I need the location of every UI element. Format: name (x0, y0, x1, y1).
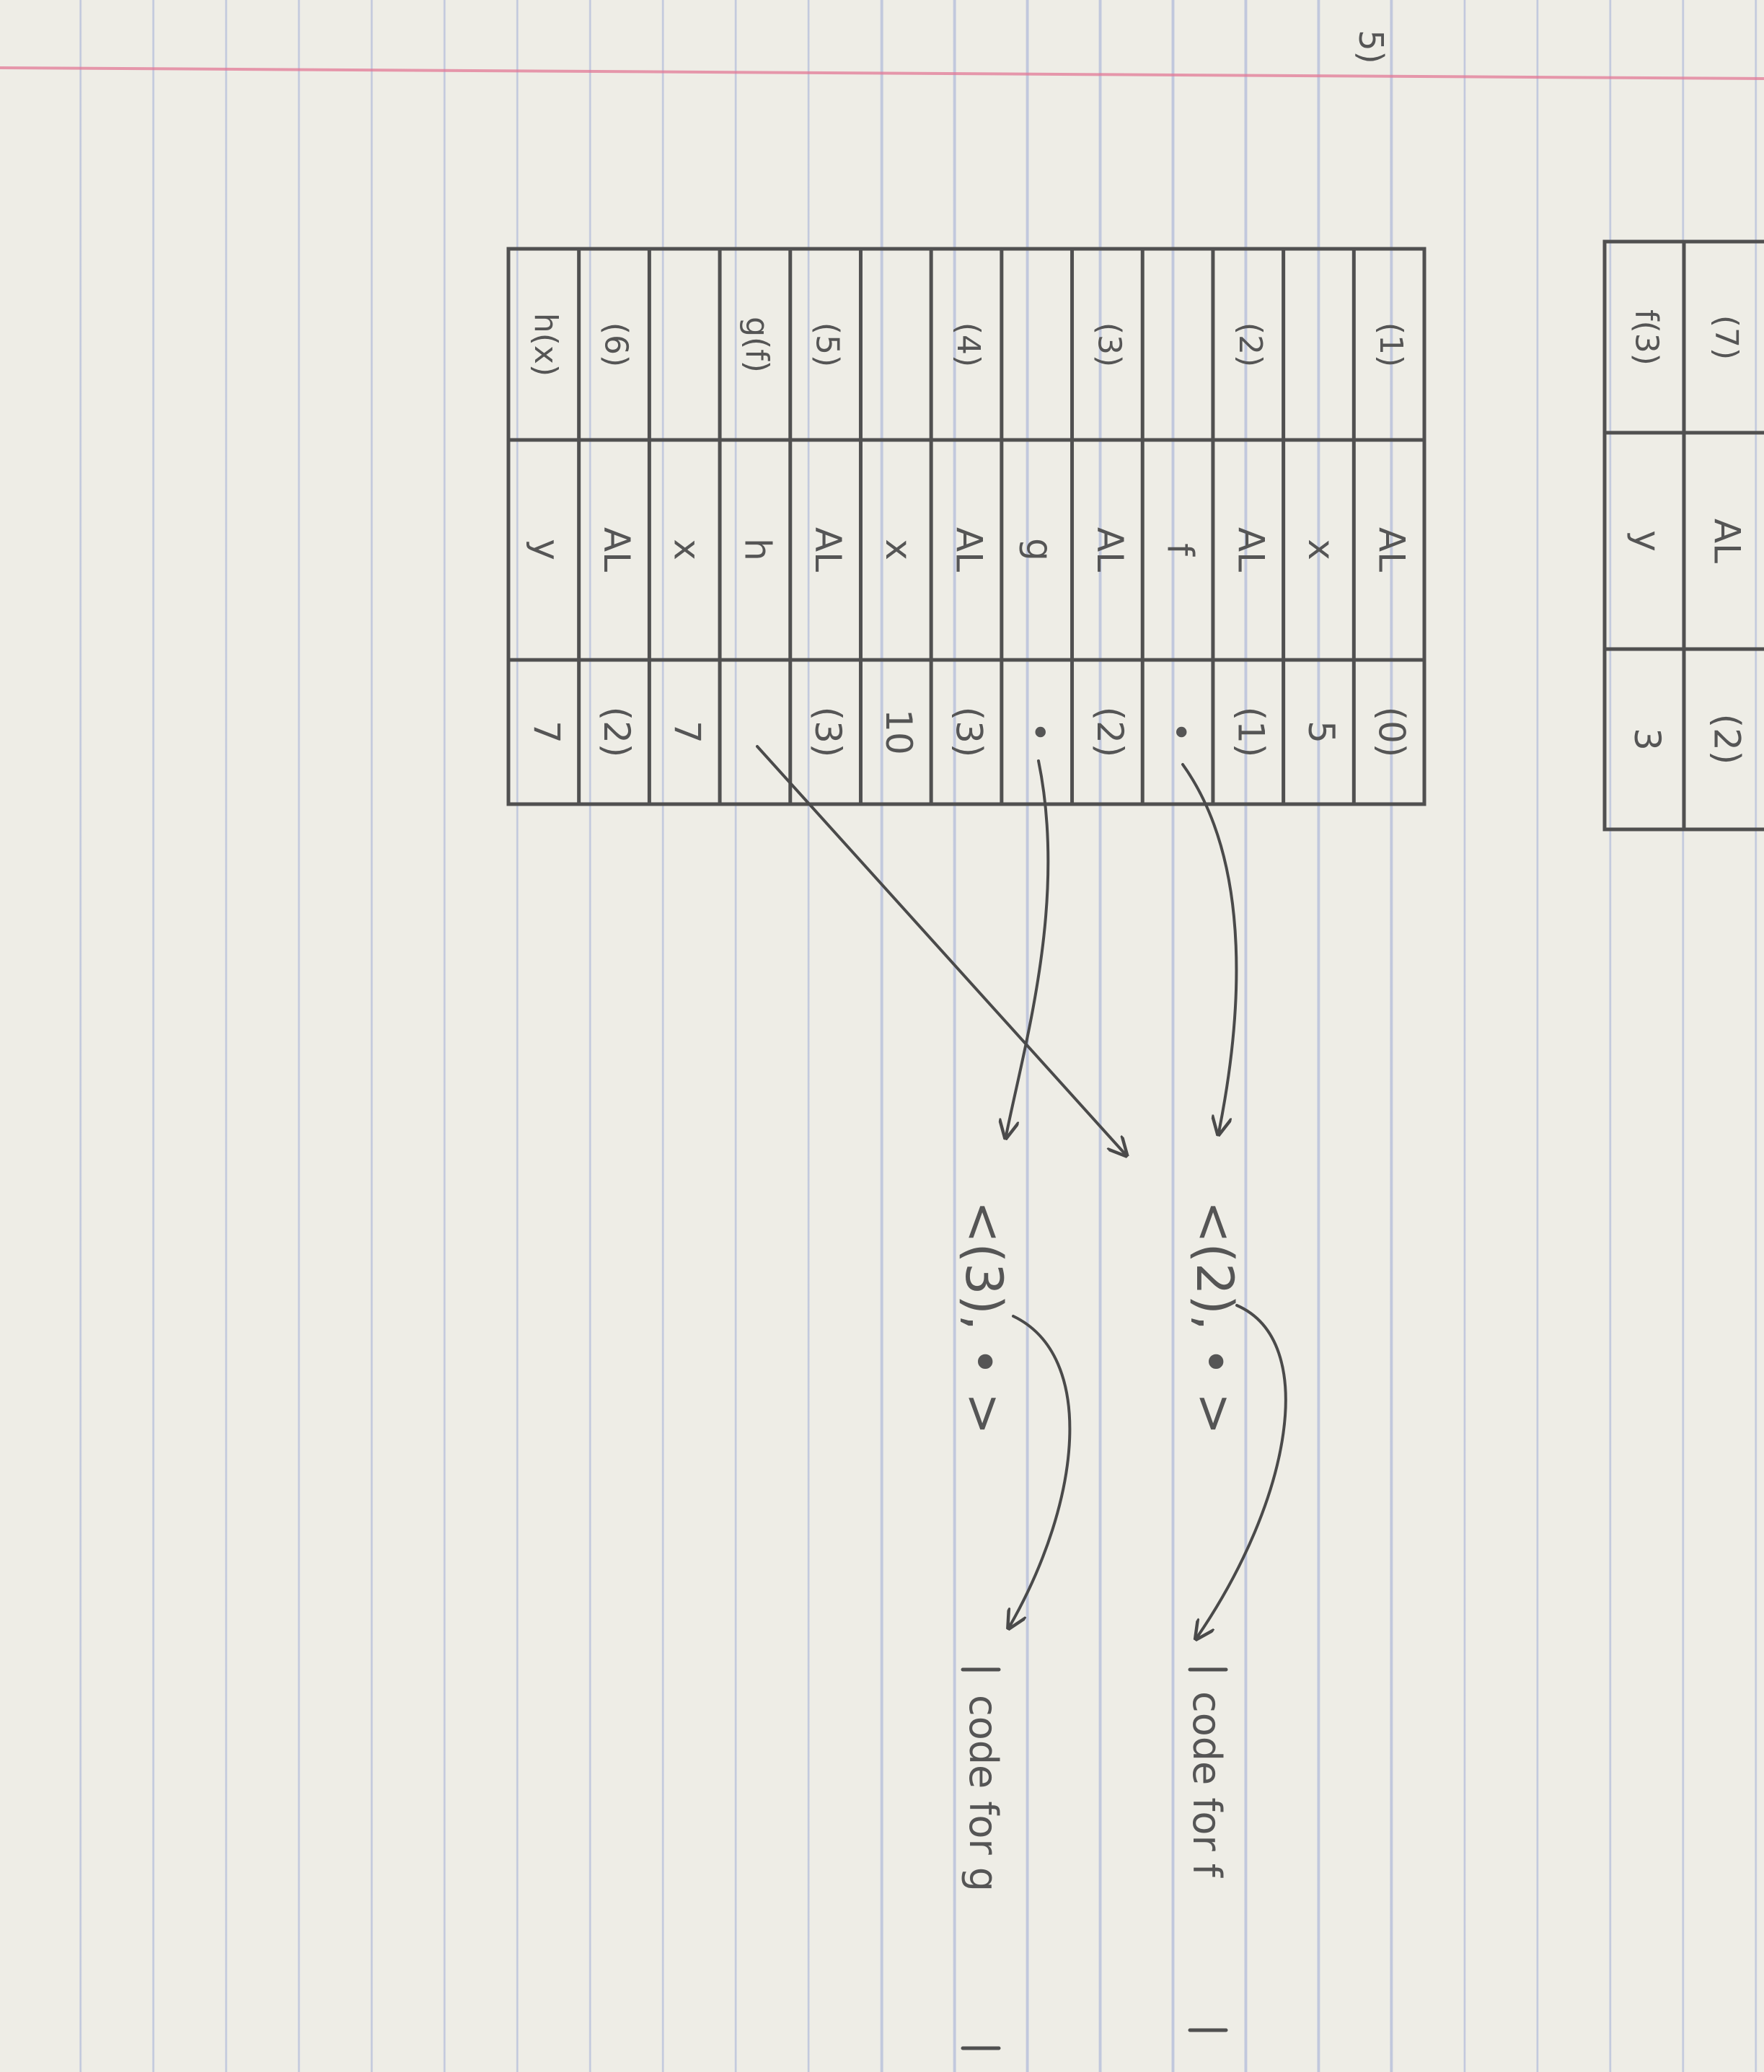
arrow-f-to-closure (1181, 763, 1238, 1132)
table-cell-name: x (878, 539, 920, 560)
question-number: 5) (1351, 30, 1390, 63)
table-cell-label: (1) (1372, 322, 1409, 367)
arrow-closure-g-to-code (1010, 1315, 1072, 1626)
partial-cell-name: AL (1706, 519, 1747, 563)
arrow-closure-f-to-code (1197, 1304, 1287, 1637)
partial-cell-value: 3 (1626, 728, 1668, 751)
partial-cell-label: f(3) (1628, 309, 1664, 366)
arrow-g-to-closure (1006, 759, 1050, 1136)
table-cell-label: g(f) (738, 317, 775, 373)
table-cell-name: g (1018, 538, 1060, 561)
table-cell-value: (2) (1089, 707, 1131, 758)
table-cell-label: h(x) (527, 313, 564, 376)
table-cell-value: 5 (1300, 720, 1342, 744)
table-cell-name: AL (1371, 527, 1413, 572)
arrow-h-to-closure-f (756, 745, 1125, 1154)
table-cell-name: AL (596, 527, 638, 572)
closure-g: <(3), • > (954, 1201, 1013, 1435)
table-cell-value: 10 (878, 709, 920, 755)
code-for-f-text: code for f (1184, 1691, 1230, 1879)
partial-cell-value: (2) (1706, 714, 1747, 765)
table-cell-name: x (666, 539, 708, 560)
table-cell-value: • (1160, 721, 1201, 743)
table-cell-label: (5) (809, 322, 846, 367)
table-border (506, 247, 1426, 806)
closure-f: <(2), • > (1185, 1201, 1244, 1435)
table-cell-value: (0) (1371, 707, 1413, 758)
code-box-g: code for g (961, 1667, 1006, 2050)
table-cell-label: (6) (598, 322, 635, 367)
table-cell-name: AL (1089, 527, 1131, 572)
table-cell-value: 7 (525, 720, 567, 744)
table-cell-name: AL (807, 527, 849, 572)
table-cell-label: (2) (1232, 322, 1269, 367)
table-cell-value: (2) (596, 707, 638, 758)
table-cell-name: AL (948, 527, 990, 572)
table-cell-value: 7 (666, 720, 708, 744)
table-cell-value: • (1018, 721, 1060, 743)
table-cell-value: (1) (1230, 707, 1271, 758)
table-cell-label: (4) (950, 322, 987, 367)
table-cell-label: (3) (1090, 322, 1127, 367)
stack-frame-table: (1) AL (0) x 5 (2) AL (1) f • (3) AL (2) g • (4) AL (3) x 1… (506, 247, 1426, 806)
table-cell-value: (3) (948, 707, 990, 758)
table-cell-name: h (736, 538, 778, 561)
table-cell-name: AL (1230, 527, 1271, 572)
partial-table: (7) AL (2) f(3) y 3 (1602, 239, 1764, 832)
table-cell-name: x (1300, 539, 1342, 560)
code-box-f: code for f (1184, 1667, 1230, 2032)
table-cell-name: f (1160, 543, 1201, 557)
partial-cell-label: (7) (1708, 315, 1745, 360)
table-cell-value: (3) (807, 707, 849, 758)
code-for-g-text: code for g (961, 1695, 1006, 1892)
partial-cell-name: y (1626, 530, 1668, 552)
table-cell-name: y (525, 539, 567, 560)
